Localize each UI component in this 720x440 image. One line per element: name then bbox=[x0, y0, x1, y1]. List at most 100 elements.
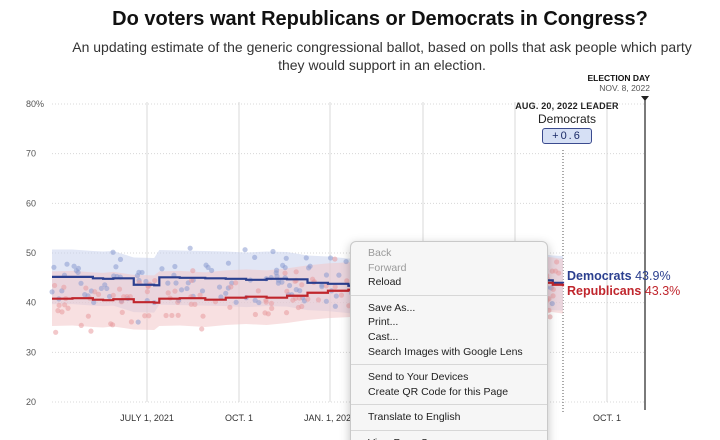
menu-item-translate-to-english[interactable]: Translate to English bbox=[368, 411, 461, 424]
rep-poll-dot bbox=[255, 288, 261, 294]
menu-item-cast[interactable]: Cast... bbox=[368, 330, 399, 343]
dem-poll-dot bbox=[280, 262, 286, 268]
dem-poll-dot bbox=[98, 285, 104, 292]
rep-poll-dot bbox=[188, 277, 195, 284]
dem-poll-dot bbox=[327, 255, 334, 261]
rep-poll-dot bbox=[128, 319, 135, 325]
dem-poll-dot bbox=[242, 247, 248, 253]
dem-poll-dot bbox=[256, 299, 262, 306]
menu-item-print[interactable]: Print... bbox=[368, 316, 399, 329]
dem-poll-dot bbox=[225, 260, 232, 266]
dem-poll-dot bbox=[275, 280, 282, 286]
menu-item-back: Back bbox=[368, 247, 392, 259]
rep-poll-dot bbox=[282, 270, 288, 276]
dem-poll-dot bbox=[270, 248, 276, 255]
rep-poll-dot bbox=[200, 313, 206, 319]
rep-end-label: Republicans 43.3% bbox=[567, 284, 680, 298]
rep-poll-dot bbox=[108, 321, 114, 327]
page-subtitle: An updating estimate of the generic cong… bbox=[72, 39, 692, 73]
rep-poll-dot bbox=[190, 268, 196, 274]
rep-poll-dot bbox=[152, 277, 158, 284]
dem-poll-dot bbox=[252, 254, 258, 261]
dem-poll-dot bbox=[135, 319, 141, 325]
rep-poll-dot bbox=[269, 305, 275, 311]
y-tick-label: 70 bbox=[26, 149, 36, 159]
menu-item-send-to-your-devices[interactable]: Send to Your Devices bbox=[368, 371, 469, 384]
dem-poll-dot bbox=[218, 294, 224, 300]
rep-poll-dot bbox=[172, 288, 178, 294]
dem-poll-dot bbox=[223, 290, 229, 296]
leader-margin-badge: +0.6 bbox=[542, 128, 592, 144]
dem-poll-dot bbox=[143, 278, 149, 285]
dem-poll-dot bbox=[78, 280, 84, 286]
dem-poll-dot bbox=[297, 288, 303, 294]
rep-poll-dot bbox=[547, 314, 553, 320]
menu-item-view-page-source[interactable]: View Page Source bbox=[351, 436, 547, 440]
rep-poll-dot bbox=[175, 312, 181, 318]
rep-poll-dot bbox=[227, 304, 233, 310]
dem-poll-dot bbox=[274, 267, 280, 273]
rep-poll-dot bbox=[299, 282, 305, 288]
rep-poll-dot bbox=[332, 256, 338, 262]
rep-poll-dot bbox=[188, 301, 194, 307]
rep-poll-dot bbox=[199, 326, 205, 332]
dem-poll-dot bbox=[323, 298, 329, 304]
dem-poll-dot bbox=[75, 265, 82, 271]
y-tick-label: 30 bbox=[26, 347, 36, 357]
menu-item-create-qr-code-for-this-page[interactable]: Create QR Code for this Page bbox=[368, 385, 509, 398]
rep-poll-dot bbox=[116, 286, 123, 292]
dem-poll-dot bbox=[319, 284, 325, 290]
dem-poll-dot bbox=[549, 300, 555, 307]
x-tick-label: OCT. 1 bbox=[225, 413, 253, 423]
dem-poll-dot bbox=[91, 299, 97, 306]
y-tick-label: 50 bbox=[26, 248, 36, 258]
rep-poll-dot bbox=[163, 312, 169, 319]
rep-poll-dot bbox=[268, 300, 275, 306]
rep-poll-dot bbox=[118, 299, 125, 305]
rep-poll-dot bbox=[550, 293, 556, 299]
rep-poll-dot bbox=[299, 303, 305, 310]
rep-poll-dot bbox=[169, 312, 175, 319]
rep-poll-dot bbox=[92, 289, 98, 295]
rep-poll-dot bbox=[78, 322, 84, 328]
dem-end-name: Democrats bbox=[567, 269, 632, 283]
rep-poll-dot bbox=[552, 268, 559, 274]
rep-poll-dot bbox=[263, 297, 269, 303]
dem-poll-dot bbox=[165, 280, 171, 286]
rep-poll-dot bbox=[56, 302, 62, 308]
rep-poll-dot bbox=[62, 302, 68, 308]
rep-poll-dot bbox=[305, 296, 311, 302]
dem-poll-dot bbox=[209, 267, 215, 274]
dem-poll-dot bbox=[283, 255, 289, 261]
rep-poll-dot bbox=[293, 269, 299, 275]
rep-poll-dot bbox=[85, 313, 91, 319]
rep-poll-dot bbox=[119, 309, 125, 315]
menu-item-save-as[interactable]: Save As... bbox=[368, 301, 416, 314]
rep-poll-dot bbox=[265, 311, 271, 317]
menu-separator bbox=[351, 429, 547, 431]
menu-separator bbox=[351, 364, 547, 366]
dem-poll-dot bbox=[274, 273, 280, 279]
dem-poll-dot bbox=[233, 299, 239, 305]
dem-poll-dot bbox=[173, 280, 179, 286]
rep-poll-dot bbox=[53, 329, 59, 335]
menu-item-search-images-with-google-lens[interactable]: Search Images with Google Lens bbox=[368, 345, 523, 358]
dem-poll-dot bbox=[110, 249, 116, 255]
dem-poll-dot bbox=[323, 272, 330, 278]
rep-poll-dot bbox=[338, 292, 345, 298]
rep-poll-dot bbox=[165, 290, 171, 296]
dem-poll-dot bbox=[187, 245, 193, 251]
dem-poll-dot bbox=[336, 272, 342, 278]
election-day-marker bbox=[641, 96, 649, 101]
dem-poll-dot bbox=[216, 284, 223, 290]
dem-end-label: Democrats 43.9% bbox=[567, 269, 671, 283]
dem-poll-dot bbox=[49, 289, 55, 295]
dem-poll-dot bbox=[64, 261, 70, 267]
dem-poll-dot bbox=[333, 293, 339, 299]
menu-separator bbox=[351, 404, 547, 406]
menu-item-reload[interactable]: Reload bbox=[368, 276, 402, 289]
rep-poll-dot bbox=[146, 313, 152, 319]
rep-poll-dot bbox=[228, 284, 234, 290]
rep-poll-dot bbox=[175, 299, 181, 305]
dem-poll-dot bbox=[307, 263, 313, 269]
